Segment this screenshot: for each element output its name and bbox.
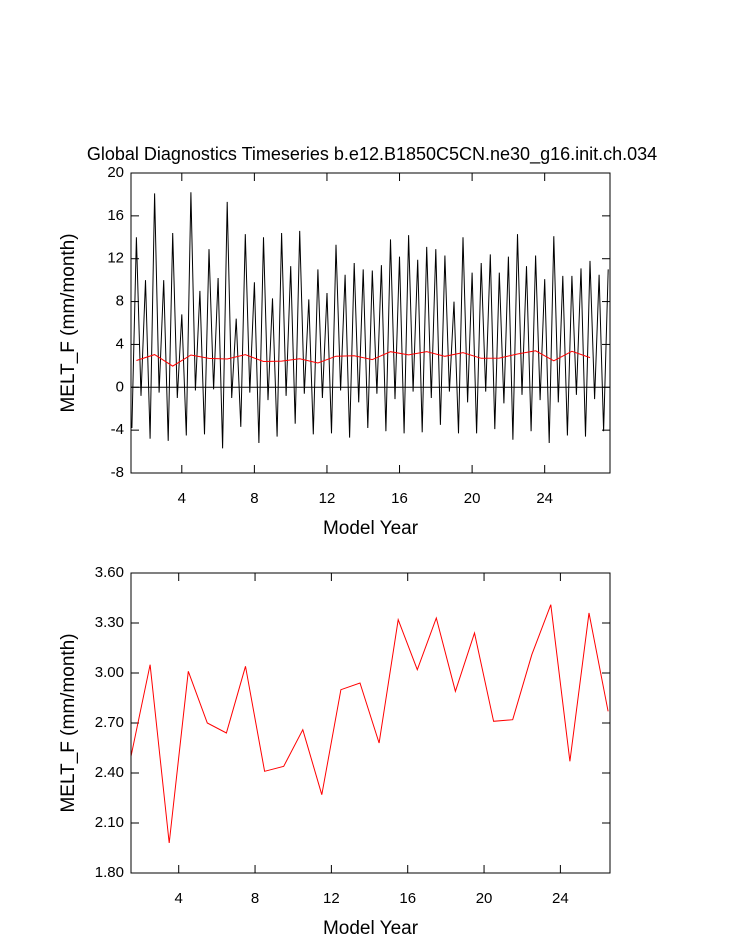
x-tick-label: 16 xyxy=(391,490,408,507)
y-tick-label: 20 xyxy=(107,164,124,181)
x-tick-label: 24 xyxy=(552,890,569,907)
series-line xyxy=(131,192,609,449)
y-tick-label: 8 xyxy=(116,293,124,310)
y-tick-label: 3.00 xyxy=(95,664,124,681)
y-tick-label: 3.30 xyxy=(95,614,124,631)
y-tick-label: 2.70 xyxy=(95,714,124,731)
x-tick-label: 8 xyxy=(250,490,258,507)
x-tick-label: 12 xyxy=(319,490,336,507)
y-tick-label: 1.80 xyxy=(95,864,124,881)
y-tick-label: -4 xyxy=(111,421,124,438)
y-tick-label: 16 xyxy=(107,207,124,224)
y-tick-label: -8 xyxy=(111,464,124,481)
y-axis-label: MELT_F (mm/month) xyxy=(58,633,79,812)
plot-frame xyxy=(130,572,611,874)
x-axis-label: Model Year xyxy=(323,918,419,939)
y-tick-label: 3.60 xyxy=(95,564,124,581)
x-tick-label: 4 xyxy=(175,890,183,907)
chart-title: Global Diagnostics Timeseries b.e12.B185… xyxy=(87,144,657,165)
y-tick-label: 0 xyxy=(116,378,124,395)
y-axis-label: MELT_F (mm/month) xyxy=(58,233,79,412)
plot-frame xyxy=(130,172,611,474)
series-line xyxy=(136,350,591,367)
y-tick-label: 2.10 xyxy=(95,814,124,831)
y-tick-label: 4 xyxy=(116,335,124,352)
y-tick-label: 2.40 xyxy=(95,764,124,781)
x-tick-label: 16 xyxy=(399,890,416,907)
x-axis-label: Model Year xyxy=(323,518,419,539)
series-line xyxy=(131,604,609,844)
x-tick-label: 24 xyxy=(536,490,553,507)
x-tick-label: 8 xyxy=(251,890,259,907)
x-tick-label: 4 xyxy=(178,490,186,507)
x-tick-label: 12 xyxy=(323,890,340,907)
y-tick-label: 12 xyxy=(107,250,124,267)
x-tick-label: 20 xyxy=(476,890,493,907)
x-tick-label: 20 xyxy=(464,490,481,507)
